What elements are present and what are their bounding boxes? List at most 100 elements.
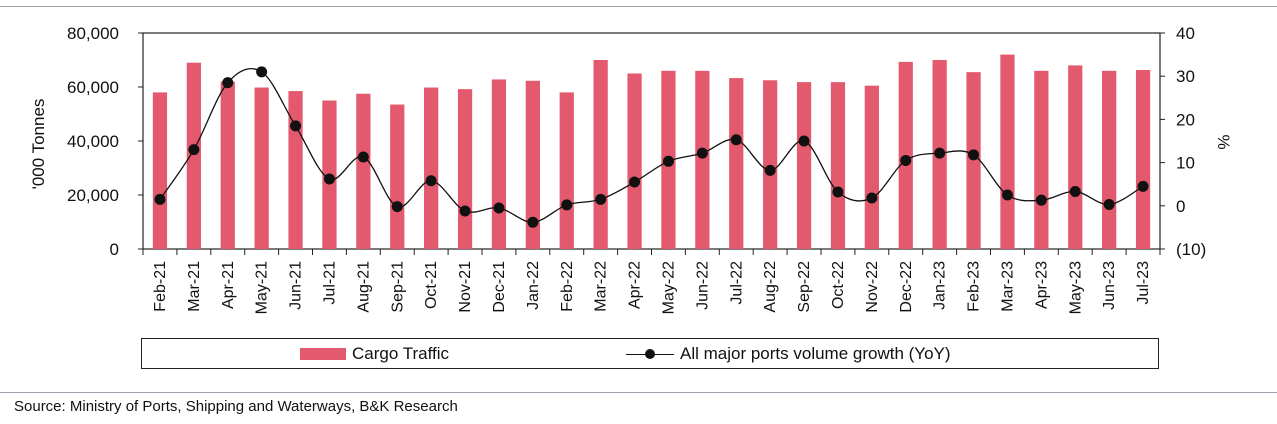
legend-label-cargo: Cargo Traffic	[352, 343, 450, 363]
growth-point-Nov-21	[459, 205, 471, 217]
x-axis: Feb-21 Mar-21 Apr-21 May-21 Jun-21 Jul-21 Aug-…	[142, 249, 1161, 314]
growth-point-Apr-22	[629, 176, 641, 188]
bar-Feb-23	[966, 72, 981, 250]
bar-Jun-23	[1102, 70, 1117, 249]
bar-series	[152, 54, 1151, 250]
x-tick-label: Jul-22	[728, 261, 745, 305]
legend-item-growth: All major ports volume growth (YoY)	[626, 339, 951, 368]
legend-item-cargo: Cargo Traffic	[300, 339, 449, 368]
growth-line	[159, 68, 1144, 223]
growth-point-Apr-21	[222, 77, 234, 89]
x-tick-label: Mar-23	[999, 261, 1016, 312]
legend: Cargo Traffic All major ports volume gro…	[141, 338, 1159, 369]
bar-Apr-21	[220, 81, 235, 249]
bar-Feb-22	[559, 92, 574, 250]
y2-tick-label: 40	[1176, 24, 1195, 43]
y-tick-label: 80,000	[67, 24, 119, 43]
y2-tick-label: (10)	[1176, 240, 1206, 259]
bar-Jul-23	[1135, 69, 1151, 250]
x-tick-label: Apr-22	[627, 261, 644, 309]
bar-Sep-21	[390, 104, 405, 249]
y-axis-right: (10) 0 10 20 30 40	[1160, 24, 1206, 259]
x-tick-label: Jun-23	[1101, 261, 1118, 310]
bar-Aug-21	[356, 93, 371, 249]
bar-Sep-22	[796, 82, 812, 249]
x-tick-label: Nov-21	[457, 261, 474, 313]
x-tick-label: May-21	[254, 261, 271, 314]
bar-Mar-23	[1000, 54, 1015, 249]
y2-axis-title: %	[1214, 134, 1233, 149]
top-divider	[0, 6, 1277, 7]
x-tick-label: Jan-22	[525, 261, 542, 310]
bar-Feb-21	[152, 92, 168, 250]
growth-point-Apr-23	[1035, 194, 1047, 206]
growth-point-Feb-22	[561, 199, 573, 211]
x-tick-label: Aug-22	[762, 261, 779, 313]
x-tick-label: Feb-21	[152, 261, 169, 312]
growth-point-Jul-23	[1137, 180, 1149, 192]
growth-point-Dec-22	[900, 154, 912, 166]
growth-point-Jun-21	[290, 120, 302, 132]
growth-point-Jul-21	[323, 173, 335, 185]
x-tick-label: Oct-21	[423, 261, 440, 309]
x-tick-label: Feb-22	[559, 261, 576, 312]
x-tick-label: Mar-22	[593, 261, 610, 312]
x-tick-label: Jul-23	[1135, 261, 1152, 305]
bar-Mar-22	[593, 60, 608, 249]
bar-Mar-21	[186, 62, 201, 250]
growth-point-Mar-21	[188, 144, 200, 156]
growth-point-Mar-22	[595, 193, 607, 205]
x-tick-label: Dec-22	[898, 261, 915, 313]
growth-point-Aug-21	[357, 151, 369, 163]
growth-point-Jan-22	[527, 216, 539, 228]
growth-point-Oct-22	[832, 186, 844, 198]
bar-Jul-22	[729, 78, 744, 249]
growth-point-May-23	[1069, 186, 1081, 198]
bar-Nov-22	[864, 85, 879, 250]
y-tick-label: 40,000	[67, 132, 119, 151]
x-tick-label: Nov-22	[864, 261, 881, 313]
x-tick-label: May-22	[660, 261, 677, 314]
source-note: Source: Ministry of Ports, Shipping and …	[14, 398, 458, 415]
bar-Oct-22	[830, 82, 846, 249]
line-series	[154, 66, 1149, 228]
bar-Aug-22	[763, 80, 778, 249]
x-tick-label: Feb-23	[966, 261, 983, 312]
bar-Jan-22	[525, 80, 540, 249]
bar-Jun-22	[695, 70, 710, 249]
growth-point-Dec-21	[493, 202, 505, 214]
growth-point-Mar-23	[1001, 189, 1013, 201]
y2-tick-label: 0	[1176, 197, 1185, 216]
bar-Dec-21	[491, 79, 507, 249]
growth-point-Jul-22	[730, 134, 742, 146]
y-tick-label: 20,000	[67, 186, 119, 205]
bar-Jun-21	[288, 91, 303, 249]
growth-point-Sep-21	[391, 201, 403, 213]
y-axis-left: 0 20,000 40,000 60,000 80,000	[67, 24, 143, 259]
x-tick-label: Dec-21	[491, 261, 508, 313]
growth-point-Feb-21	[154, 193, 166, 205]
y2-tick-label: 30	[1176, 67, 1195, 86]
x-tick-label: Jul-21	[321, 261, 338, 305]
x-tick-label: Sep-22	[796, 261, 813, 313]
x-tick-label: Jan-23	[932, 261, 949, 310]
growth-point-Jan-23	[934, 147, 946, 159]
y-tick-label: 60,000	[67, 78, 119, 97]
legend-swatch-bar	[300, 347, 346, 360]
bar-Apr-22	[627, 73, 642, 249]
y-axis-title: '000 Tonnes	[29, 99, 48, 190]
legend-swatch-line	[626, 348, 674, 360]
bar-May-23	[1068, 65, 1083, 250]
x-tick-label: Aug-21	[355, 261, 372, 313]
growth-point-Feb-23	[968, 149, 980, 161]
y-tick-label: 0	[110, 240, 119, 259]
x-tick-label: Sep-21	[389, 261, 406, 313]
growth-point-Oct-21	[425, 175, 437, 187]
bottom-divider	[0, 392, 1277, 393]
bar-Oct-21	[424, 87, 439, 249]
x-tick-label: Oct-22	[830, 261, 847, 309]
growth-point-May-21	[256, 66, 268, 78]
x-tick-label: Apr-21	[220, 261, 237, 309]
growth-point-Jun-22	[696, 147, 708, 159]
